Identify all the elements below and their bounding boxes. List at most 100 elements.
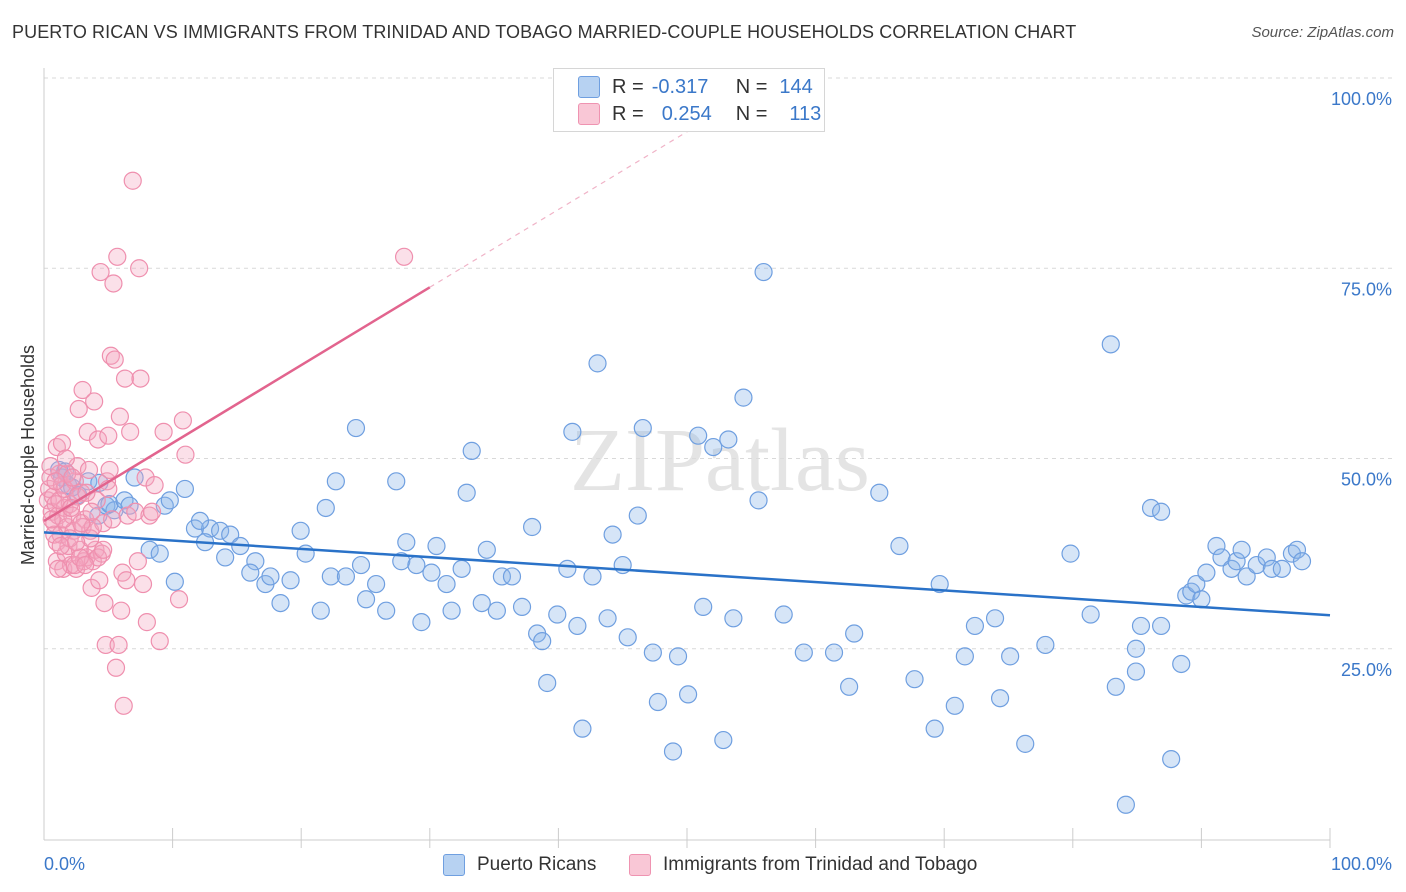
point-trinidad	[154, 422, 173, 441]
point-trinidad	[112, 601, 131, 620]
point-trinidad	[95, 593, 114, 613]
y-axis-label: Married-couple Households	[18, 345, 38, 565]
point-trinidad	[90, 571, 109, 590]
x-tick-label-left: 0.0%	[44, 854, 85, 874]
point-puerto-rican	[190, 511, 210, 531]
point-puerto-rican	[734, 388, 753, 407]
point-trinidad	[131, 369, 150, 388]
point-puerto-rican	[1116, 795, 1135, 814]
trend-line-trinidad	[43, 286, 431, 522]
point-puerto-rican	[890, 536, 909, 556]
point-trinidad	[105, 350, 124, 369]
point-puerto-rican	[548, 605, 567, 624]
y-tick-label: 50.0%	[1341, 470, 1392, 490]
point-puerto-rican	[588, 354, 607, 373]
legend-r-label: R =	[612, 75, 644, 98]
point-trinidad	[52, 434, 72, 453]
point-puerto-rican	[160, 491, 179, 510]
point-puerto-rican	[985, 609, 1005, 628]
point-puerto-rican	[628, 506, 647, 525]
point-puerto-rican	[1287, 540, 1307, 559]
point-trinidad	[49, 559, 68, 578]
point-puerto-rican	[1126, 662, 1146, 681]
point-trinidad	[99, 426, 118, 445]
point-puerto-rican	[603, 525, 622, 544]
watermark: ZIPatlas	[570, 411, 870, 510]
point-puerto-rican	[1192, 590, 1211, 609]
point-puerto-rican	[1106, 677, 1125, 696]
point-trinidad	[173, 411, 192, 430]
point-trinidad	[110, 407, 129, 426]
point-trinidad	[61, 498, 81, 518]
legend-r-label: R =	[612, 102, 644, 125]
point-puerto-rican	[1197, 563, 1216, 582]
trend-line-trinidad-extension	[429, 107, 726, 288]
point-trinidad	[109, 635, 128, 655]
correlation-legend: R = -0.317 N = 144 R = 0.254 N = 113	[553, 68, 825, 132]
point-puerto-rican	[1061, 544, 1080, 563]
point-puerto-rican	[246, 552, 265, 571]
point-puerto-rican	[724, 609, 743, 628]
point-trinidad	[88, 430, 108, 449]
point-trinidad	[100, 460, 119, 480]
point-puerto-rican	[346, 418, 366, 438]
point-trinidad	[121, 422, 140, 441]
point-trinidad	[87, 491, 106, 510]
point-puerto-rican	[523, 517, 542, 537]
point-puerto-rican	[397, 533, 416, 552]
point-puerto-rican	[261, 567, 280, 586]
point-puerto-rican	[1016, 734, 1035, 753]
bottom-legend-label: Immigrants from Trinidad and Tobago	[663, 854, 978, 875]
point-trinidad	[82, 502, 101, 521]
point-puerto-rican	[321, 567, 340, 586]
legend-n-value: 113	[789, 102, 822, 125]
x-tick-label-right: 100.0%	[1331, 854, 1392, 874]
point-trinidad	[63, 468, 82, 487]
point-puerto-rican	[598, 609, 617, 628]
point-puerto-rican	[140, 540, 159, 559]
point-trinidad	[82, 578, 101, 597]
point-puerto-rican	[824, 643, 844, 662]
point-puerto-rican	[538, 673, 557, 693]
point-puerto-rican	[870, 483, 889, 502]
point-trinidad	[67, 533, 86, 552]
point-trinidad	[56, 449, 75, 468]
point-puerto-rican	[1262, 559, 1281, 578]
point-trinidad	[137, 613, 156, 632]
point-puerto-rican	[115, 491, 134, 510]
legend-row-trinidad: R = 0.254 N = 113	[578, 102, 821, 126]
legend-r-value: -0.317	[651, 75, 709, 98]
point-puerto-rican	[840, 677, 859, 696]
point-puerto-rican	[1152, 616, 1171, 636]
point-puerto-rican	[1212, 548, 1231, 567]
point-puerto-rican	[1247, 555, 1266, 575]
point-puerto-rican	[633, 418, 652, 438]
point-puerto-rican	[1257, 548, 1276, 567]
point-trinidad	[394, 247, 414, 266]
point-trinidad	[41, 457, 60, 476]
point-puerto-rican	[241, 563, 260, 582]
point-puerto-rican	[1162, 749, 1181, 769]
point-puerto-rican	[563, 422, 582, 441]
point-puerto-rican	[1152, 502, 1171, 521]
point-trinidad	[91, 262, 110, 282]
legend-swatch-blue	[578, 76, 600, 98]
point-puerto-rican	[437, 574, 456, 594]
point-puerto-rican	[1292, 552, 1312, 571]
y-tick-label: 75.0%	[1341, 279, 1392, 299]
y-tick-label: 100.0%	[1331, 89, 1392, 109]
bottom-legend-label: Puerto Ricans	[477, 854, 597, 875]
point-trinidad	[79, 460, 99, 480]
point-trinidad	[133, 574, 153, 594]
point-puerto-rican	[1126, 639, 1146, 658]
point-puerto-rican	[663, 742, 683, 761]
point-puerto-rican	[678, 685, 698, 704]
point-trinidad	[85, 392, 104, 411]
point-puerto-rican	[930, 574, 949, 594]
label-layer: 25.0% 50.0% 75.0% 100.0% 0.0% 100.0%	[44, 89, 1392, 874]
point-puerto-rican	[905, 670, 924, 689]
point-puerto-rican	[1036, 635, 1055, 655]
point-puerto-rican	[326, 472, 345, 491]
legend-n-label: N =	[735, 75, 768, 98]
point-puerto-rican	[719, 430, 738, 449]
